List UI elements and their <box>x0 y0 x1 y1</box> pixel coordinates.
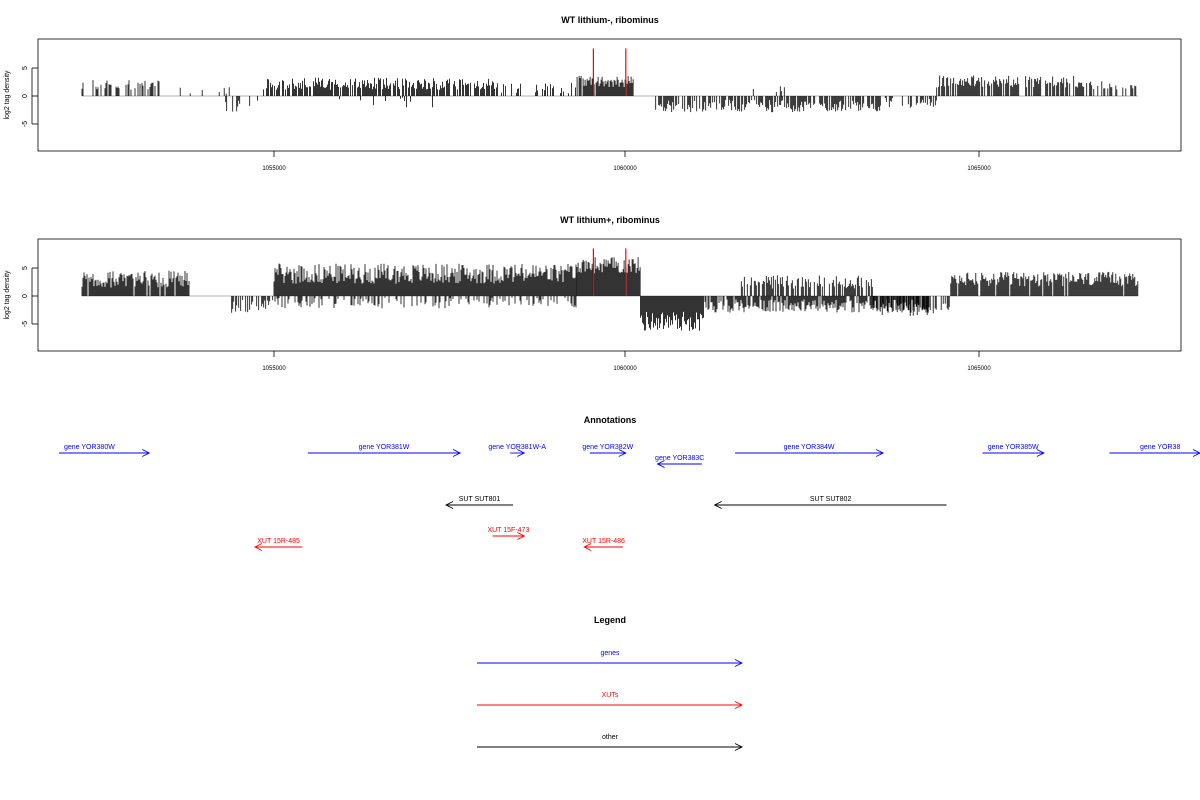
panel-title: WT lithium+, ribominus <box>560 215 660 225</box>
feature-label: gene YOR385W <box>988 444 1039 451</box>
feature-xut: XUT 15R-485 <box>253 538 303 551</box>
feature-label: gene YOR383C <box>655 455 704 462</box>
feature-label: XUT 15F-473 <box>487 527 529 534</box>
legend-item-other: other <box>477 734 744 751</box>
feature-gene: gene YOR384W <box>735 444 885 457</box>
legend-item-xut: XUTs <box>477 692 744 709</box>
legend-label: XUTs <box>602 692 619 699</box>
feature-gene: gene YOR380W <box>58 444 151 457</box>
y-tick-label: 5 <box>22 266 29 270</box>
y-tick-label: -5 <box>22 121 29 127</box>
legend-item-gene: genes <box>477 650 744 667</box>
feature-label: gene YOR381W-A <box>488 444 546 451</box>
feature-label: XUT 15R-486 <box>582 538 625 545</box>
feature-label: gene YOR384W <box>784 444 835 451</box>
y-axis-label: log2 tag density <box>4 70 11 120</box>
feature-other: SUT SUT802 <box>713 496 947 509</box>
feature-arrows: gene YOR380W gene YOR381W gene YOR381W-A ge… <box>58 444 1200 551</box>
y-axis: 5 0 -5 <box>22 66 38 127</box>
tag-density-bars <box>81 48 1137 113</box>
feature-gene: gene YOR383C <box>655 455 704 468</box>
legend-items: genes XUTs other <box>477 650 744 751</box>
feature-gene: gene YOR382W <box>582 444 634 457</box>
feature-gene: gene YOR385W <box>982 444 1045 457</box>
y-axis-label: log2 tag density <box>4 270 11 320</box>
x-axis: 1055000 1060000 1065000 <box>262 151 991 172</box>
x-tick-label: 1055000 <box>262 166 286 172</box>
track-panel-lithium-plus: WT lithium+, ribominus log2 tag density … <box>4 215 1182 372</box>
y-tick-label: 5 <box>22 66 29 70</box>
x-axis: 1055000 1060000 1065000 <box>262 351 991 372</box>
annotation-track: Annotations gene YOR380W gene YOR381W gene… <box>58 415 1200 551</box>
legend-label: other <box>602 734 619 741</box>
tag-density-bars <box>81 248 1139 331</box>
feature-gene: gene YOR381W <box>307 444 462 457</box>
feature-label: SUT SUT801 <box>459 496 501 503</box>
y-axis: 5 0 -5 <box>22 266 38 327</box>
feature-label: SUT SUT802 <box>810 496 852 503</box>
track-panel-lithium-minus: WT lithium-, ribominus log2 tag density … <box>4 15 1182 172</box>
y-tick-label: -5 <box>22 321 29 327</box>
feature-label: gene YOR382W <box>582 444 633 451</box>
legend: Legend genes XUTs other <box>477 615 744 751</box>
annotations-title: Annotations <box>584 415 637 425</box>
x-tick-label: 1060000 <box>613 166 637 172</box>
feature-xut: XUT 15R-486 <box>582 538 625 551</box>
x-tick-label: 1065000 <box>967 166 991 172</box>
feature-xut: XUT 15F-473 <box>487 527 529 540</box>
plot-frame <box>37 38 1182 152</box>
plot-frame <box>37 238 1182 352</box>
feature-gene: gene YOR38 <box>1109 444 1200 457</box>
feature-label: XUT 15R-485 <box>257 538 300 545</box>
feature-label: gene YOR38 <box>1140 444 1180 451</box>
feature-label: gene YOR380W <box>64 444 115 451</box>
y-tick-label: 0 <box>22 294 29 298</box>
feature-label: gene YOR381W <box>359 444 410 451</box>
x-tick-label: 1060000 <box>613 366 637 372</box>
x-tick-label: 1065000 <box>967 366 991 372</box>
legend-label: genes <box>600 650 620 657</box>
x-tick-label: 1055000 <box>262 366 286 372</box>
feature-gene: gene YOR381W-A <box>488 444 546 457</box>
y-tick-label: 0 <box>22 94 29 98</box>
feature-other: SUT SUT801 <box>445 496 513 509</box>
panel-title: WT lithium-, ribominus <box>561 15 659 25</box>
legend-title: Legend <box>594 615 626 625</box>
